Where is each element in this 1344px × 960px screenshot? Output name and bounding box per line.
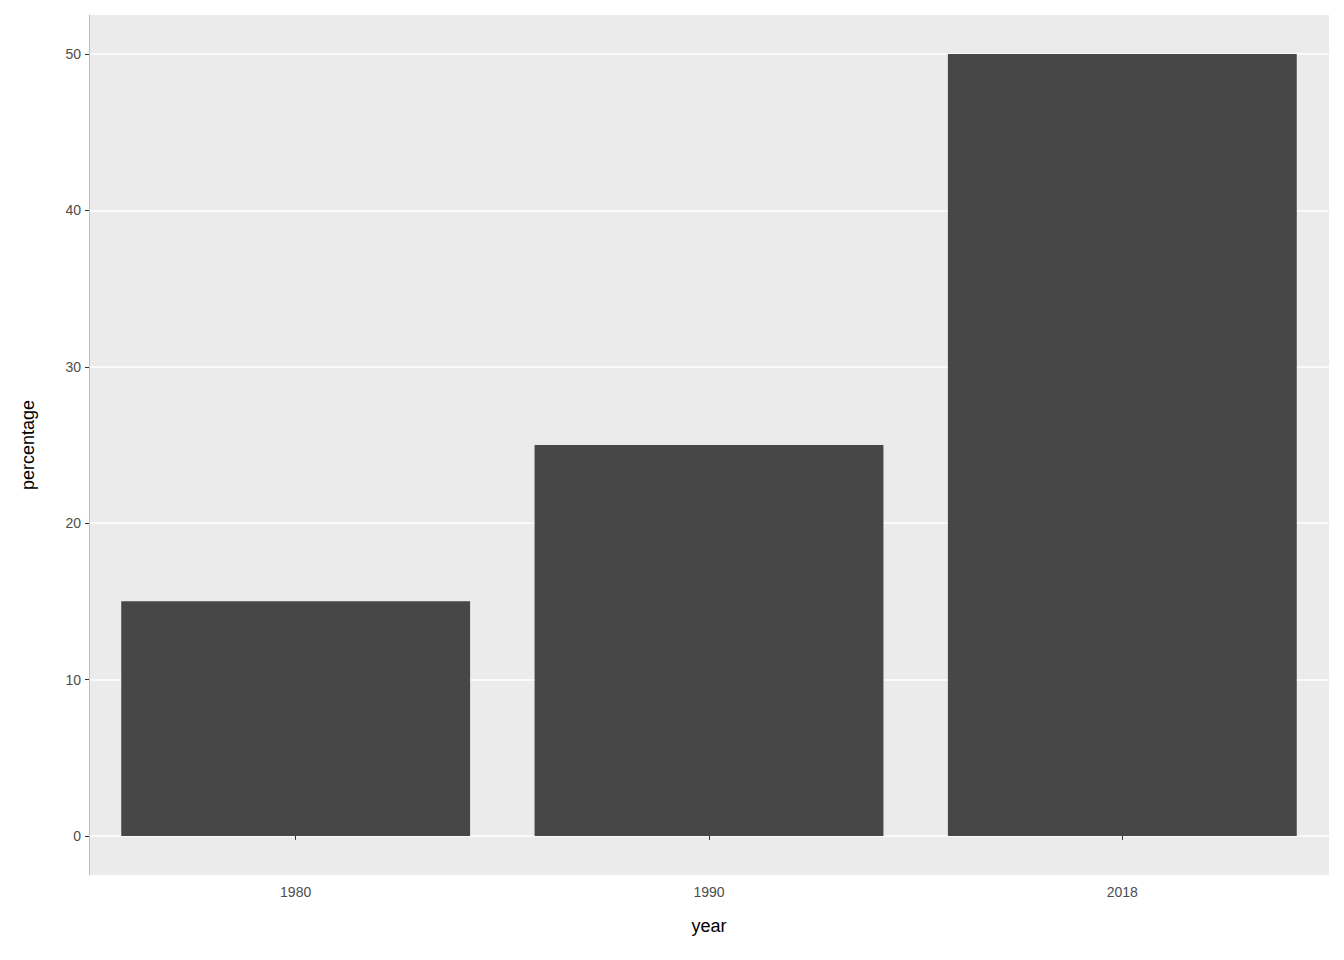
svg-text:40: 40	[65, 202, 81, 218]
svg-text:0: 0	[73, 828, 81, 844]
svg-text:10: 10	[65, 672, 81, 688]
svg-text:percentage: percentage	[18, 400, 38, 490]
svg-text:1980: 1980	[280, 884, 311, 900]
svg-text:50: 50	[65, 46, 81, 62]
svg-text:30: 30	[65, 359, 81, 375]
svg-text:year: year	[691, 916, 726, 936]
svg-text:1990: 1990	[693, 884, 724, 900]
svg-text:2018: 2018	[1107, 884, 1138, 900]
svg-text:20: 20	[65, 515, 81, 531]
